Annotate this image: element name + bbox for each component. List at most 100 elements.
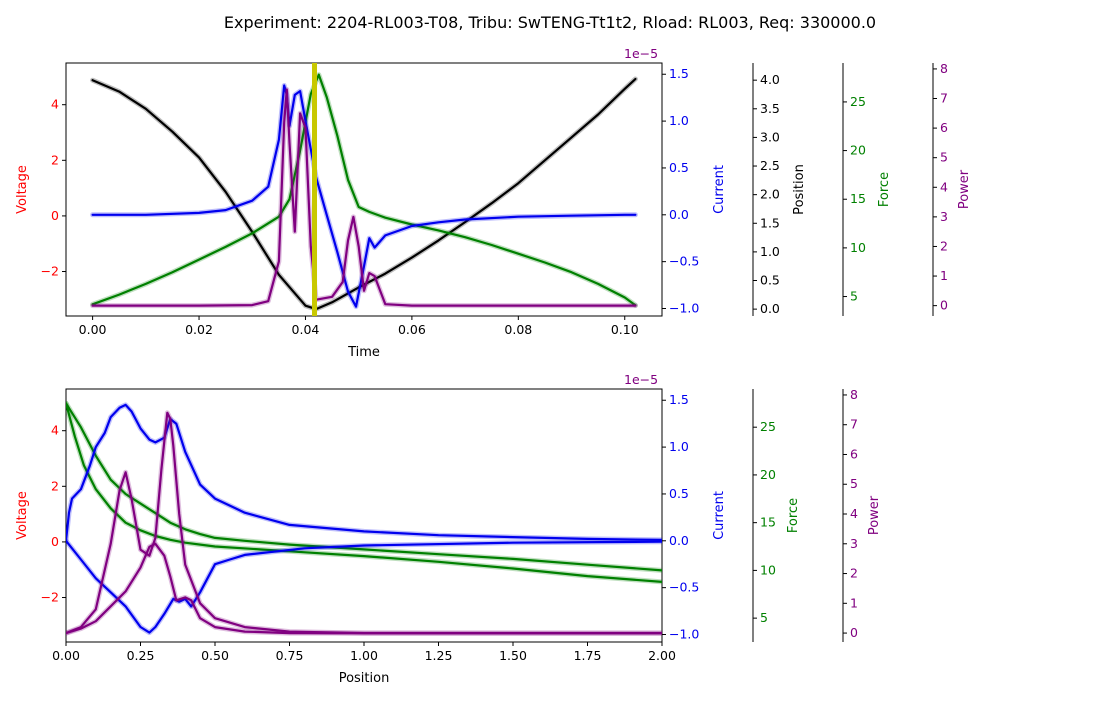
x-tick-label: 0.06: [398, 322, 426, 337]
power-tick-label: 0: [850, 625, 858, 640]
force-series-line: [66, 402, 662, 572]
x-tick-label: 0.50: [201, 648, 229, 663]
x-tick-label: 0.75: [276, 648, 304, 663]
power-tick-label: 4: [850, 506, 858, 521]
series-group: [90, 72, 638, 312]
x-axis-label: Time: [347, 345, 380, 360]
power-tick-label: 2: [850, 566, 858, 581]
force-tick-label: 5: [760, 610, 768, 625]
force-axis-label: Force: [786, 498, 801, 533]
current-series-line: [91, 84, 637, 308]
x-tick-label: 0.02: [185, 322, 213, 337]
force-tick-label: 20: [850, 143, 866, 158]
power-tick-label: 5: [850, 476, 858, 491]
voltage-tick-label: 0: [51, 534, 59, 549]
current-offset-label: 1e−5: [624, 372, 658, 387]
power-tick-label: 1: [940, 268, 948, 283]
current-tick-label: 1.0: [669, 113, 689, 128]
force-tick-label: 15: [760, 515, 776, 530]
series-group: [66, 400, 662, 636]
current-tick-label: 1.5: [669, 392, 689, 407]
force-series-line: [66, 402, 662, 584]
position-tick-label: 1.5: [760, 215, 780, 230]
current-axis-label: Current: [712, 491, 727, 540]
power-series-line: [66, 542, 662, 635]
voltage-tick-label: 2: [51, 152, 59, 167]
power-tick-label: 0: [940, 298, 948, 313]
power-tick-label: 2: [940, 238, 948, 253]
x-tick-label: 1.25: [425, 648, 453, 663]
power-axis-label: Power: [957, 169, 972, 209]
voltage-tick-label: 0: [51, 208, 59, 223]
power-axis-label: Power: [867, 495, 882, 535]
force-tick-label: 10: [850, 240, 866, 255]
position-tick-label: 3.5: [760, 101, 780, 116]
voltage-tick-label: 4: [51, 97, 59, 112]
voltage-tick-label: −2: [41, 264, 59, 279]
position-tick-label: 4.0: [760, 72, 780, 87]
current-tick-label: 1.0: [669, 439, 689, 454]
current-offset-label: 1e−5: [624, 46, 658, 61]
power-tick-label: 3: [940, 209, 948, 224]
force-tick-label: 20: [760, 467, 776, 482]
x-axis-label: Position: [339, 671, 390, 686]
voltage-tick-label: 2: [51, 478, 59, 493]
current-tick-label: −1.0: [669, 301, 699, 316]
position-axis-label: Position: [792, 164, 807, 215]
power-tick-label: 4: [940, 179, 948, 194]
force-tick-label: 5: [850, 289, 858, 304]
x-tick-label: 1.75: [574, 648, 602, 663]
current-tick-label: −0.5: [669, 254, 699, 269]
current-tick-label: 1.5: [669, 66, 689, 81]
current-tick-label: 0.0: [669, 533, 689, 548]
position-tick-label: 3.0: [760, 129, 780, 144]
x-tick-label: 0.04: [292, 322, 320, 337]
chart-panel-2: 0.00 0.25 0.50 0.75 1.00 1.25 1.50 1.75 2.00Posi…: [15, 372, 882, 686]
power-tick-label: 6: [940, 120, 948, 135]
power-tick-label: 3: [850, 536, 858, 551]
power-tick-label: 6: [850, 446, 858, 461]
x-tick-label: 0.25: [127, 648, 155, 663]
voltage-tick-label: 4: [51, 423, 59, 438]
x-tick-label: 0.00: [52, 648, 80, 663]
current-tick-label: −1.0: [669, 627, 699, 642]
power-tick-label: 7: [850, 417, 858, 432]
current-tick-label: −0.5: [669, 580, 699, 595]
force-series-line: [91, 73, 637, 307]
x-tick-label: 0.10: [611, 322, 639, 337]
x-tick-label: 0.08: [504, 322, 532, 337]
plot-frame: [65, 62, 663, 317]
power-tick-label: 8: [940, 61, 948, 76]
position-tick-label: 2.0: [760, 187, 780, 202]
current-tick-label: 0.5: [669, 486, 689, 501]
force-tick-label: 25: [760, 419, 776, 434]
current-series-line: [66, 403, 662, 542]
position-tick-label: 1.0: [760, 244, 780, 259]
current-series-line: [66, 539, 662, 634]
voltage-axis-label: Voltage: [15, 165, 30, 214]
position-tick-label: 2.5: [760, 158, 780, 173]
current-axis-label: Current: [712, 165, 727, 214]
force-axis-label: Force: [877, 172, 892, 207]
force-tick-label: 15: [850, 191, 866, 206]
position-tick-label: 0.5: [760, 273, 780, 288]
current-tick-label: 0.5: [669, 160, 689, 175]
power-tick-label: 8: [850, 387, 858, 402]
voltage-tick-label: −2: [41, 590, 59, 605]
force-tick-label: 25: [850, 94, 866, 109]
chart-title: Experiment: 2204-RL003-T08, Tribu: SwTEN…: [224, 13, 876, 32]
power-series-line: [66, 411, 662, 635]
x-tick-label: 1.50: [499, 648, 527, 663]
force-tick-label: 10: [760, 562, 776, 577]
x-tick-label: 1.00: [350, 648, 378, 663]
power-tick-label: 1: [850, 595, 858, 610]
chart-panel-1: 0.00 0.02 0.04 0.06 0.08 0.10Time−2024Voltage…: [15, 46, 972, 360]
power-tick-label: 7: [940, 91, 948, 106]
x-tick-label: 2.00: [648, 648, 676, 663]
voltage-axis-label: Voltage: [15, 491, 30, 540]
power-tick-label: 5: [940, 150, 948, 165]
position-tick-label: 0.0: [760, 301, 780, 316]
current-tick-label: 0.0: [669, 207, 689, 222]
